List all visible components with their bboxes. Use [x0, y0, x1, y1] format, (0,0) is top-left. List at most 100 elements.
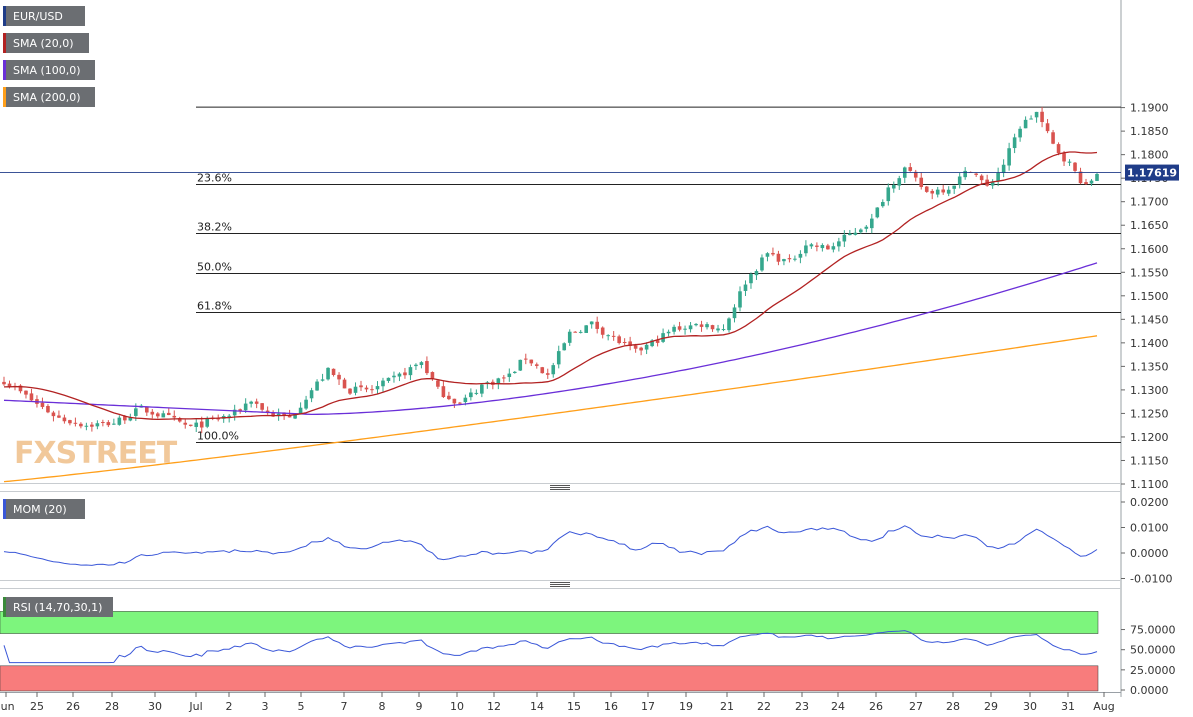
candle-body	[617, 336, 621, 344]
candle-body	[145, 406, 149, 413]
current-price-label: 1.17619	[1127, 167, 1177, 180]
sma20-tag[interactable]	[3, 33, 89, 53]
candle-body	[864, 226, 869, 229]
sma100-line	[3, 262, 1098, 416]
panel-resize-handle[interactable]	[550, 584, 570, 585]
sma100-tag[interactable]	[3, 60, 95, 80]
candle-body	[227, 415, 231, 417]
candle-body	[199, 421, 204, 428]
candle-body	[820, 245, 825, 249]
candle-body	[134, 408, 138, 416]
panel-resize-handle[interactable]	[550, 582, 570, 583]
candle-body	[798, 253, 803, 258]
candle-body	[545, 373, 550, 375]
panel-resize-handle[interactable]	[550, 485, 570, 486]
candle-body	[589, 321, 594, 325]
candle-body	[101, 421, 105, 423]
candle-body	[859, 229, 863, 233]
candle-body	[155, 413, 160, 417]
rsi-line	[3, 630, 1098, 664]
candle-body	[57, 415, 61, 418]
rsi-tick-label: 25.0000	[1130, 664, 1176, 677]
candle-body	[688, 325, 693, 330]
panel-resize-handle[interactable]	[550, 586, 570, 587]
candle-body	[534, 364, 539, 366]
time-tick-label: Jul	[188, 700, 202, 713]
current-price-box	[1125, 164, 1179, 181]
candle-body	[683, 328, 687, 330]
candle-body	[540, 367, 545, 374]
candle-body	[205, 418, 210, 427]
candle-body	[672, 326, 676, 332]
time-tick-label: 15	[567, 700, 581, 713]
sma200-tag[interactable]	[3, 87, 95, 107]
candle-body	[567, 331, 572, 343]
candle-body	[952, 185, 956, 189]
time-tick-label: 12	[487, 700, 501, 713]
candle-body	[1034, 111, 1039, 118]
candle-body	[815, 245, 819, 247]
candle-body	[249, 401, 253, 404]
candle-body	[194, 422, 199, 427]
rsi-tag-label: RSI (14,70,30,1)	[13, 601, 102, 614]
candle-body	[606, 335, 610, 337]
time-tick-label: Aug	[1093, 700, 1114, 713]
candle-body	[73, 422, 78, 424]
candle-body	[375, 386, 380, 390]
candle-body	[117, 417, 122, 425]
candle-body	[452, 398, 457, 404]
candle-body	[919, 177, 924, 188]
panel-resize-handle[interactable]	[550, 489, 570, 490]
time-tick-label: Jun	[0, 700, 15, 713]
time-tick-label: 5	[298, 700, 305, 713]
time-tick-label: 24	[831, 700, 845, 713]
mom-tick-label: 0.0000	[1130, 547, 1169, 560]
panel-resize-handle[interactable]	[550, 487, 570, 488]
rsi-tag-swatch	[3, 597, 6, 617]
rsi-overbought-zone	[0, 611, 1099, 634]
candle-body	[628, 341, 632, 346]
candle-body	[177, 418, 182, 422]
candle-body	[633, 345, 638, 349]
time-tick-label: 30	[1023, 700, 1037, 713]
price-tick-label: 1.1450	[1130, 313, 1169, 326]
candle-body	[622, 341, 627, 343]
sma200-tag-swatch	[3, 87, 6, 107]
time-tick-label: 31	[1061, 700, 1075, 713]
candle-body	[397, 373, 402, 377]
candle-body	[337, 374, 341, 380]
candle-body	[595, 321, 599, 329]
candle-body	[518, 359, 523, 371]
candle-body	[551, 365, 556, 375]
candle-body	[480, 384, 484, 394]
candle-body	[68, 420, 72, 424]
sma20-tag-swatch	[3, 33, 6, 53]
candle-body	[1067, 161, 1072, 163]
fib-label: 61.8%	[197, 300, 232, 313]
candle-body	[699, 324, 704, 327]
candle-body	[1051, 132, 1055, 144]
candle-body	[441, 386, 446, 398]
symbol-tag[interactable]	[3, 6, 85, 26]
candle-body	[880, 202, 885, 207]
candle-body	[7, 383, 12, 387]
momentum-tag[interactable]	[3, 499, 85, 519]
time-tick-label: 29	[984, 700, 998, 713]
candle-body	[600, 327, 605, 335]
candle-body	[370, 389, 374, 391]
candle-body	[870, 218, 874, 229]
candle-body	[1007, 148, 1011, 166]
time-tick-label: 2	[226, 700, 233, 713]
candle-body	[183, 422, 188, 425]
candle-body	[837, 241, 841, 247]
price-tick-label: 1.1650	[1130, 219, 1169, 232]
rsi-tag[interactable]	[3, 597, 113, 617]
candle-body	[364, 387, 369, 390]
candle-body	[150, 411, 155, 415]
candle-body	[990, 181, 995, 186]
candle-body	[271, 412, 275, 417]
candle-body	[826, 245, 830, 250]
candle-body	[578, 331, 583, 333]
sma20-line	[3, 151, 1098, 421]
